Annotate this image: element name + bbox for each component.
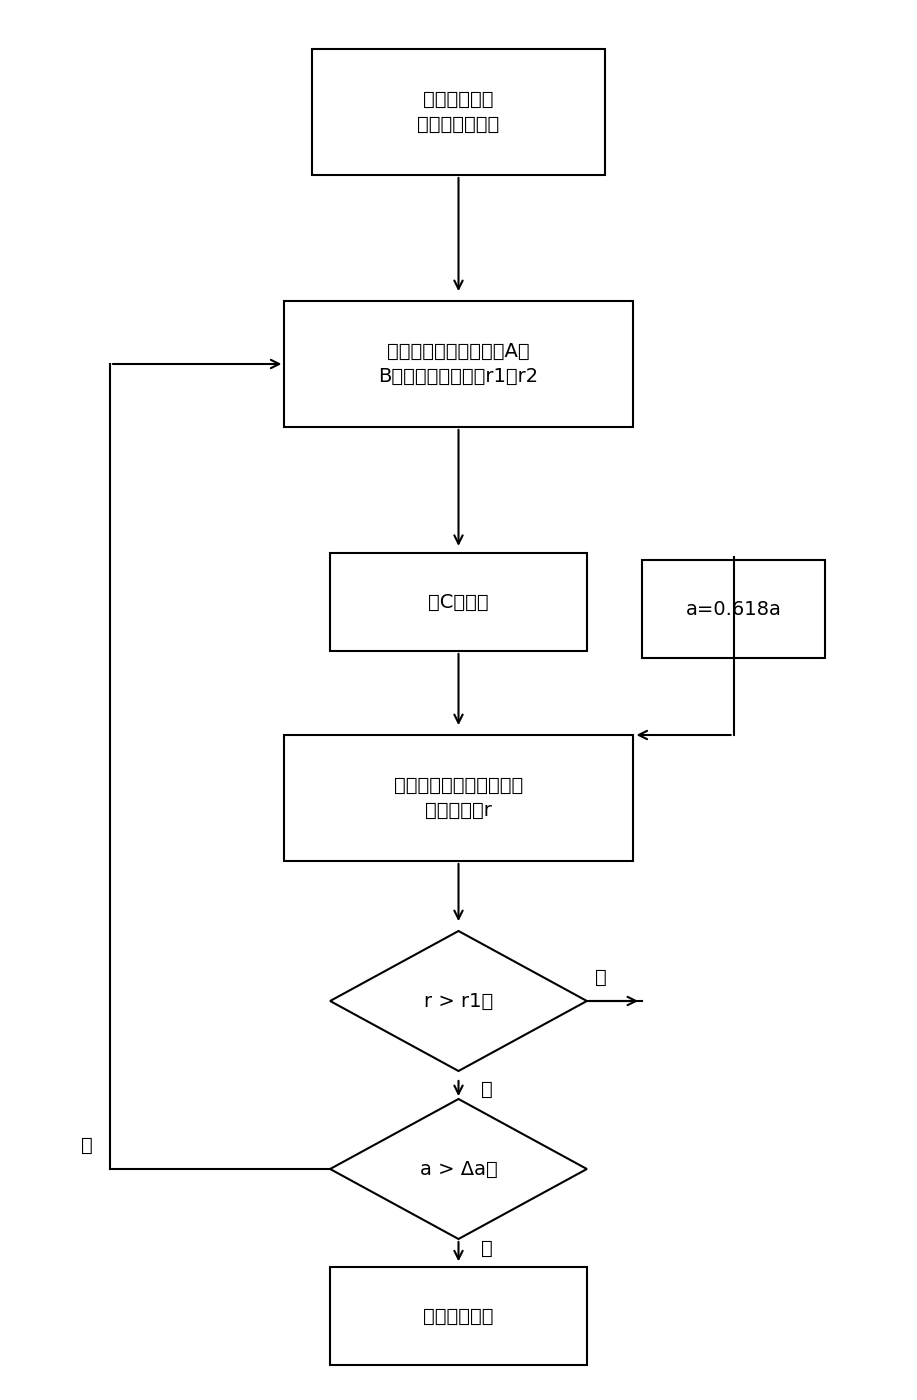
Text: 输出圆心坐标: 输出圆心坐标 [424, 1306, 493, 1326]
FancyBboxPatch shape [642, 560, 825, 658]
Text: r > r1？: r > r1？ [424, 991, 493, 1011]
Text: 求新圆心坐标及最近点到
新圆心距离r: 求新圆心坐标及最近点到 新圆心距离r [394, 776, 523, 820]
FancyBboxPatch shape [284, 301, 633, 427]
Text: 否: 否 [595, 967, 606, 987]
Polygon shape [330, 1099, 587, 1239]
FancyBboxPatch shape [330, 1267, 587, 1365]
Text: 求C点坐标: 求C点坐标 [428, 592, 489, 612]
FancyBboxPatch shape [312, 49, 605, 175]
Text: 否: 否 [82, 1135, 93, 1155]
Text: 求距离圆心最近的两点A、
B及其到圆心的距离r1、r2: 求距离圆心最近的两点A、 B及其到圆心的距离r1、r2 [379, 342, 538, 386]
Polygon shape [330, 931, 587, 1071]
Text: 是: 是 [481, 1079, 493, 1099]
FancyBboxPatch shape [330, 553, 587, 651]
Text: a=0.618a: a=0.618a [686, 599, 781, 619]
Text: a > Δa？: a > Δa？ [420, 1159, 497, 1179]
FancyBboxPatch shape [284, 735, 633, 861]
Text: 初定圆心坐标
（机体系原点）: 初定圆心坐标 （机体系原点） [417, 90, 500, 134]
Text: 是: 是 [481, 1239, 493, 1259]
